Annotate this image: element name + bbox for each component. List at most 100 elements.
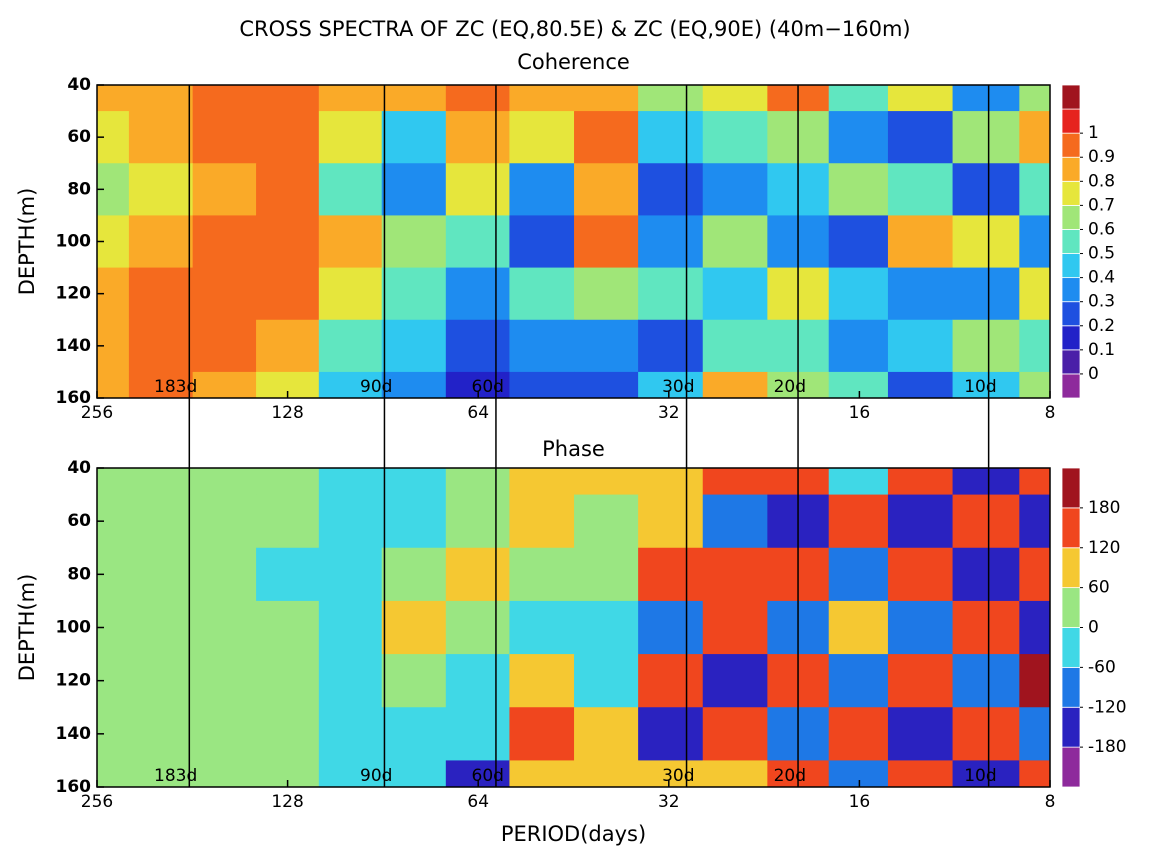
heat-cell: [256, 600, 320, 655]
heat-cell: [509, 468, 575, 496]
heat-cell: [952, 111, 1020, 164]
heat-cell: [828, 600, 889, 655]
heat-cell: [256, 707, 320, 761]
heat-cell: [192, 654, 257, 708]
heat-cell: [828, 163, 889, 216]
heat-cell: [702, 600, 768, 655]
heat-cell: [638, 371, 704, 399]
x-axis-label: PERIOD(days): [501, 822, 646, 846]
heat-cell: [192, 85, 257, 112]
y-tick-label: 80: [67, 179, 91, 199]
heat-cell: [1019, 319, 1051, 373]
y-tick-label: 80: [67, 564, 91, 584]
heat-cell: [1019, 468, 1051, 496]
heat-cell: [952, 371, 1020, 399]
heat-cell: [97, 468, 130, 496]
heat-cell: [445, 468, 510, 496]
heat-cell: [638, 215, 704, 269]
heat-cell: [952, 547, 1020, 602]
heat-cell: [381, 468, 447, 496]
heat-cell: [574, 371, 639, 399]
heat-cell: [1019, 85, 1051, 112]
heat-cell: [192, 267, 257, 321]
heat-cell: [509, 600, 575, 655]
heat-cell: [952, 215, 1020, 269]
colorbar-box: [1061, 156, 1081, 182]
heat-cell: [952, 85, 1020, 112]
period-label: 60d: [472, 377, 504, 397]
heat-cell: [887, 600, 954, 655]
colorbar-box: [1061, 253, 1081, 279]
colorbar-box: [1061, 277, 1081, 303]
heat-cell: [702, 654, 768, 708]
colorbar-box: [1061, 587, 1081, 628]
colorbar-label: -120: [1088, 697, 1127, 717]
heat-cell: [509, 760, 575, 788]
heat-cell: [574, 760, 639, 788]
heat-cell: [192, 760, 257, 788]
heat-cell: [952, 707, 1020, 761]
x-tick-label: 32: [658, 792, 680, 812]
heat-cell: [509, 163, 575, 216]
heat-cell: [256, 215, 320, 269]
heat-cell: [887, 654, 954, 708]
heat-cell: [887, 85, 954, 112]
heat-cell: [887, 494, 954, 549]
x-tick-label: 256: [81, 403, 113, 423]
colorbar-label: 0.7: [1088, 195, 1115, 215]
heat-cell: [702, 494, 768, 549]
heat-cell: [702, 163, 768, 216]
heat-cell: [445, 111, 510, 164]
heat-cell: [256, 163, 320, 216]
heat-cell: [192, 111, 257, 164]
heat-cell: [128, 654, 194, 708]
heat-cell: [952, 319, 1020, 373]
heat-cell: [574, 111, 639, 164]
heat-cell: [128, 760, 194, 788]
heat-cell: [445, 707, 510, 761]
y-tick-label: 60: [67, 127, 91, 147]
y-tick-label: 40: [67, 458, 91, 478]
colorbar-label: 0.5: [1088, 244, 1115, 264]
heat-cell: [887, 707, 954, 761]
heat-cell: [702, 371, 768, 399]
colorbar-label: 0.4: [1088, 268, 1115, 288]
heat-cell: [445, 319, 510, 373]
heat-cell: [638, 494, 704, 549]
heat-cell: [318, 371, 383, 399]
y-tick-label: 120: [56, 284, 92, 304]
heat-cell: [445, 654, 510, 708]
heat-cell: [381, 319, 447, 373]
heat-cell: [128, 371, 194, 399]
y-tick-label: 140: [56, 724, 92, 744]
heat-cell: [638, 547, 704, 602]
colorbar-label: 60: [1088, 578, 1110, 598]
heat-cell: [192, 468, 257, 496]
colorbar-label: 0.9: [1088, 147, 1115, 167]
heat-cell: [192, 547, 257, 602]
heat-cell: [574, 468, 639, 496]
plot-area: [97, 85, 1051, 399]
heat-cell: [381, 707, 447, 761]
heat-cell: [574, 163, 639, 216]
heat-cell: [1019, 600, 1051, 655]
heat-cell: [256, 85, 320, 112]
colorbar-box: [1061, 666, 1081, 708]
heat-cell: [828, 547, 889, 602]
colorbar-box: [1061, 229, 1081, 254]
heat-cell: [887, 215, 954, 269]
period-label: 183d: [154, 377, 197, 397]
heat-cell: [828, 111, 889, 164]
heat-cell: [952, 267, 1020, 321]
heat-cell: [381, 494, 447, 549]
heat-cell: [192, 371, 257, 399]
heat-cell: [318, 85, 383, 112]
y-tick-label: 140: [56, 336, 92, 356]
heat-cell: [1019, 707, 1051, 761]
period-label: 10d: [964, 377, 996, 397]
heat-cell: [574, 85, 639, 112]
heat-cell: [509, 547, 575, 602]
colorbar-box: [1061, 301, 1081, 327]
colorbar-label: 180: [1088, 498, 1120, 518]
heat-cell: [574, 600, 639, 655]
